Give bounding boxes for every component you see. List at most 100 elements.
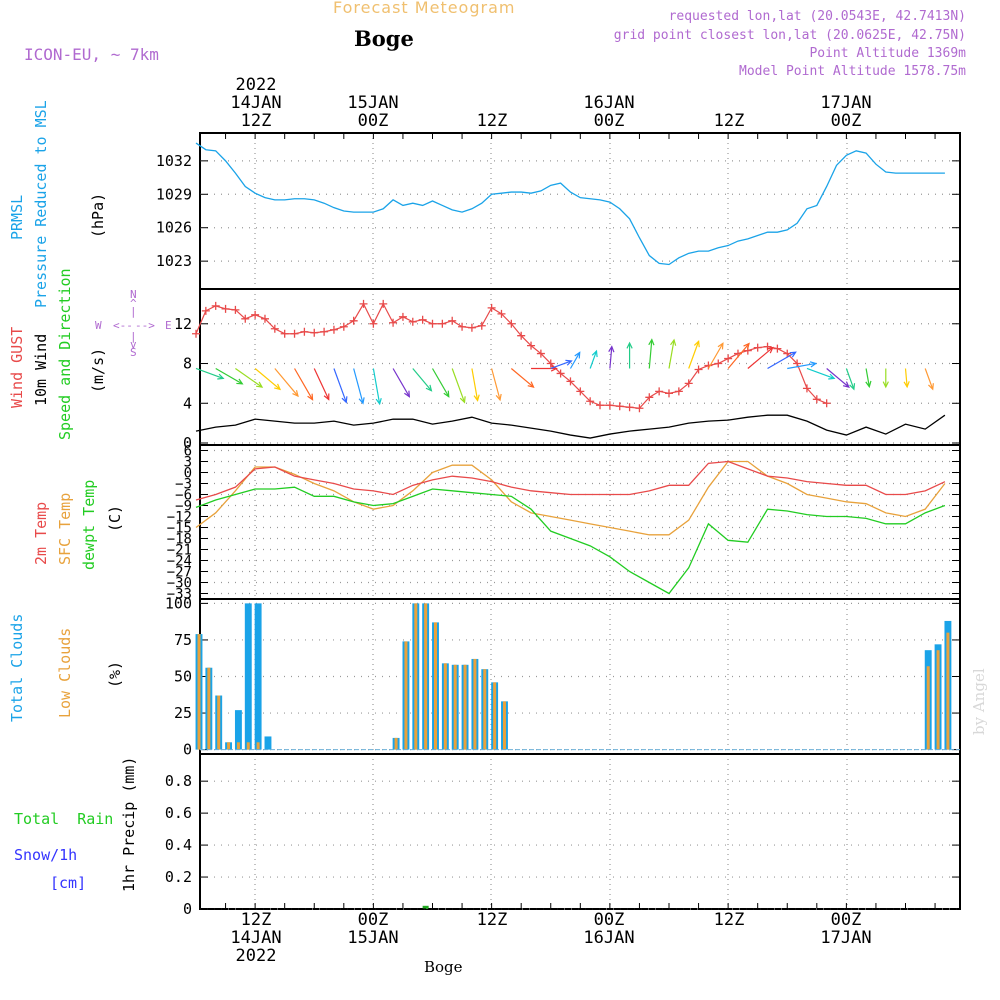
gust-marker [221, 304, 230, 313]
grid-point-coords: grid point closest lon,lat (20.0625E, 42… [613, 28, 966, 43]
wind-arrow-head [473, 394, 480, 402]
panel-frame [199, 753, 961, 910]
panel-frame [199, 598, 961, 755]
total-clouds-bar [234, 710, 242, 750]
wind-arrow-head [527, 381, 535, 389]
wind10m-line [195, 414, 946, 439]
wind-arrow [491, 368, 501, 401]
wind-arrow [235, 367, 263, 388]
gust-marker [467, 323, 476, 332]
clouds-ytick-label: 0 [183, 741, 192, 759]
wind-arrow-head [256, 381, 264, 388]
sfc-temp-line [195, 460, 946, 536]
model-name: ICON-EU, ~ 7km [24, 45, 159, 64]
gust-line [195, 302, 827, 409]
wind-arrow [865, 368, 870, 387]
wind-arrow [392, 368, 410, 397]
gust-marker [241, 314, 250, 323]
wind-arrow [333, 368, 347, 403]
low-clouds-bar [227, 742, 231, 750]
low-clouds-bar [453, 664, 457, 750]
wind-arrow-head [495, 393, 502, 402]
gust-marker [329, 325, 338, 334]
gust-marker [694, 365, 703, 374]
gust-marker [507, 319, 516, 328]
gust-marker [398, 312, 407, 321]
wind-arrow-head [717, 342, 724, 350]
gust-marker [605, 401, 614, 410]
gust-marker [546, 359, 555, 368]
precip-ytick-label: 0.4 [165, 836, 192, 854]
low-clouds-bar [424, 603, 428, 750]
gust-marker [625, 403, 634, 412]
precip-ytick-label: 0.6 [165, 804, 192, 822]
precip-ytick-label: 0.2 [165, 868, 192, 886]
gust-marker [714, 359, 723, 368]
compass-down-glyph: v [130, 338, 137, 351]
wind-arrow [431, 368, 450, 397]
temp-ytick-label: −18 [167, 532, 192, 548]
gust-marker [753, 343, 762, 352]
gust-marker [458, 322, 467, 331]
pressure-ytick-label: 1023 [156, 252, 192, 270]
wind-arrow [412, 368, 432, 392]
wind-arrow-head [236, 378, 244, 385]
temp-ytick-label: 6 [184, 444, 192, 460]
wind-arrow [550, 360, 572, 370]
bottom-time-label: 12Z 14JAN 2022 [230, 910, 282, 966]
bottom-time-label: 00Z 17JAN [820, 910, 872, 948]
gust-marker [201, 306, 210, 315]
gust-marker [724, 354, 733, 363]
temp-ytick-label: −27 [167, 565, 192, 581]
gust-marker [280, 329, 289, 338]
gust-marker [527, 341, 536, 350]
precip-legend-snow: Snow/1h [14, 846, 78, 864]
bottom-time-label: 12Z [713, 910, 745, 930]
wind-arrow-head [903, 381, 910, 389]
wind-arrow [215, 367, 243, 385]
gust-marker [536, 349, 545, 358]
gust-marker [320, 327, 329, 336]
wind-arrow-head [550, 365, 558, 372]
wind-arrow-head [217, 373, 225, 380]
pressure-line [195, 142, 945, 266]
gust-marker [290, 329, 299, 338]
temp-ytick-label: −9 [175, 499, 192, 515]
wind-arrow [707, 343, 724, 369]
gust-marker [428, 319, 437, 328]
low-clouds-bar [502, 701, 506, 750]
low-clouds-bar [463, 664, 467, 750]
gust-marker [497, 309, 506, 318]
wind-arrow-head [670, 338, 677, 346]
low-clouds-bar [936, 650, 940, 750]
wind-arrow-head [608, 345, 615, 353]
gust-marker [665, 389, 673, 398]
top-time-label: 17JAN 00Z [820, 93, 872, 131]
gust-marker [349, 316, 358, 325]
low-clouds-bar [493, 682, 497, 750]
gust-marker [812, 395, 821, 404]
gust-marker [487, 303, 496, 312]
top-time-label: 15JAN 00Z [347, 93, 399, 131]
gust-marker [389, 318, 398, 327]
wind-ytick-label: 4 [183, 394, 192, 412]
wind-arrow [313, 368, 330, 400]
gust-marker [477, 321, 486, 330]
clouds-ytick-label: 75 [174, 631, 192, 649]
temp-ytick-label: −6 [175, 488, 192, 504]
gust-marker [369, 319, 378, 328]
wind-arrow-head [574, 351, 581, 359]
temp2m-line [195, 460, 946, 501]
low-clouds-bar [197, 634, 201, 750]
gust-marker [251, 310, 260, 319]
temp-ytick-label: −30 [167, 576, 192, 592]
low-clouds-bar [946, 632, 950, 750]
wind-arrow [688, 341, 700, 369]
model-point-altitude: Model Point Altitude 1578.75m [739, 64, 966, 79]
temp-ytick-label: −3 [175, 477, 192, 493]
wind-arrow-head [375, 398, 382, 406]
pressure-ytick-label: 1026 [156, 219, 192, 237]
gust-marker [684, 379, 693, 388]
